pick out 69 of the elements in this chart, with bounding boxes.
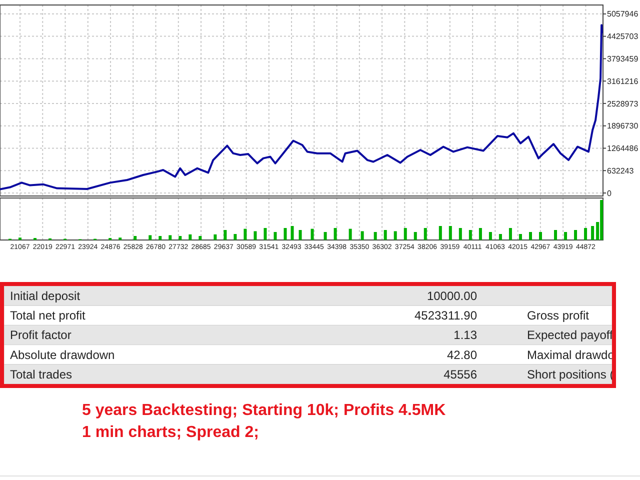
bar <box>438 226 442 240</box>
bar <box>158 236 162 240</box>
bar <box>298 230 302 240</box>
bar <box>448 226 452 240</box>
line-series <box>0 24 603 190</box>
text: 1 min charts; Spread 2; <box>82 424 259 441</box>
text: 42.80 <box>446 348 478 362</box>
bar <box>574 230 578 240</box>
text: 10000.00 <box>426 289 478 303</box>
bar <box>468 230 472 240</box>
bar <box>178 236 182 240</box>
bar <box>224 230 227 240</box>
bar <box>244 228 247 240</box>
text: Total trades <box>10 367 72 382</box>
text: Absolute drawdown <box>10 348 115 362</box>
y-tick-label: 3793459 <box>607 54 639 64</box>
y-tick-label: 1896730 <box>607 122 639 131</box>
bar <box>498 234 502 240</box>
bar <box>324 232 327 240</box>
bar <box>600 200 604 240</box>
text: 45556 <box>444 367 478 382</box>
bar <box>591 226 594 240</box>
bar <box>188 234 192 240</box>
bar <box>554 230 558 240</box>
bar <box>274 232 277 240</box>
y-tick-label: 1264486 <box>607 144 639 154</box>
bar <box>214 234 217 240</box>
bar <box>584 228 588 240</box>
bar <box>348 228 352 240</box>
y-tick-label: 0 <box>607 188 612 198</box>
bar <box>234 234 237 240</box>
text: Initial deposit <box>10 289 81 303</box>
bar <box>478 228 482 240</box>
bar <box>394 231 397 240</box>
bar <box>539 232 542 240</box>
bar <box>458 228 462 240</box>
bar <box>284 228 287 240</box>
bar <box>310 228 314 240</box>
bar <box>334 228 337 240</box>
bar <box>374 232 377 240</box>
text: Total net profit <box>10 308 86 323</box>
text: Expected payoff <box>527 328 614 342</box>
bar <box>360 231 364 240</box>
bar <box>528 232 532 240</box>
bar <box>198 236 202 240</box>
bar <box>264 228 267 240</box>
bar <box>488 232 492 240</box>
bar <box>148 235 152 240</box>
bar <box>290 226 294 240</box>
bar <box>508 228 512 240</box>
text: 5 years Backtesting; Starting 10k; Profits 4.5MK <box>82 402 446 419</box>
bar <box>424 228 427 240</box>
bar <box>384 230 387 240</box>
y-tick-label: 2528973 <box>607 99 639 108</box>
y-tick-label: 3161216 <box>607 76 639 86</box>
bar <box>414 232 417 240</box>
bar <box>404 228 407 240</box>
bar <box>168 235 172 240</box>
bar <box>254 231 257 240</box>
text: 4523311.90 <box>414 308 478 323</box>
y-tick-label: 632243 <box>607 166 634 176</box>
text: 1.13 <box>454 328 478 342</box>
y-tick-label: 5057946 <box>607 10 639 19</box>
bar <box>518 234 522 240</box>
bar <box>134 236 137 240</box>
text: Gross profit <box>527 308 590 323</box>
bar <box>564 232 568 240</box>
text: Profit factor <box>10 328 72 342</box>
y-tick-label: 4425703 <box>607 32 639 42</box>
